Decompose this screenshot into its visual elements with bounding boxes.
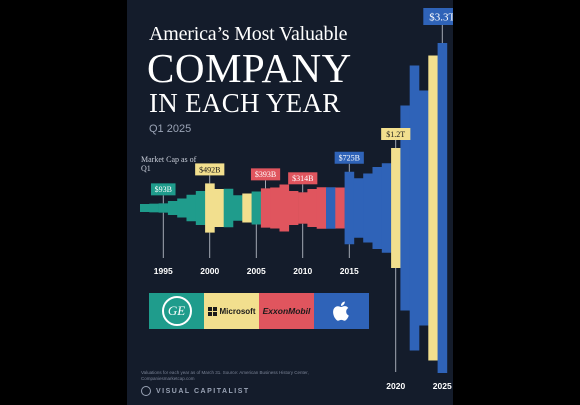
bar-2011 xyxy=(307,189,317,227)
bar-1998 xyxy=(186,194,197,222)
bar-2017 xyxy=(363,173,373,243)
bar-2010 xyxy=(298,192,308,224)
bar-2007 xyxy=(270,187,280,229)
bar-2023 xyxy=(419,90,429,326)
footnote: Valuations for each year as of March 31.… xyxy=(141,370,309,381)
bar-2000 xyxy=(205,183,215,233)
bar-2006 xyxy=(260,188,271,228)
x-tick-label-2010: 2010 xyxy=(293,266,312,276)
value-label-2010: $314B xyxy=(292,174,313,183)
value-label-2020: $1.2T xyxy=(386,130,405,139)
bar-2001 xyxy=(214,189,224,227)
bar-2019 xyxy=(381,163,392,253)
ge-logo-icon: GE xyxy=(161,296,192,326)
brand: VISUAL CAPITALIST xyxy=(141,386,250,396)
microsoft-logo-box: Microsoft xyxy=(204,293,259,329)
bar-2004 xyxy=(242,193,252,223)
infographic-panel: America’s Most Valuable COMPANY IN EACH … xyxy=(127,0,453,405)
bar-1993 xyxy=(140,204,150,212)
bar-2003 xyxy=(233,195,243,221)
microsoft-grid-icon xyxy=(207,306,217,316)
x-tick-label-1995: 1995 xyxy=(154,266,173,276)
microsoft-logo-text: Microsoft xyxy=(219,306,256,316)
ge-logo-box: GE xyxy=(149,293,204,329)
x-tick-label-2000: 2000 xyxy=(200,266,219,276)
bar-2018 xyxy=(372,167,383,249)
bar-1995 xyxy=(158,203,169,213)
value-label-box-2010 xyxy=(288,172,318,185)
bar-2024 xyxy=(428,55,438,361)
bar-2025 xyxy=(437,43,448,373)
bar-2008 xyxy=(279,184,290,232)
value-label-2025: $3.3T xyxy=(429,11,453,23)
subtitle: Q1 2025 xyxy=(149,123,192,135)
bar-1996 xyxy=(167,201,178,215)
market-cap-label: Market Cap as of Q1 xyxy=(141,155,197,173)
apple-icon xyxy=(332,301,349,321)
value-label-2000: $492B xyxy=(199,165,220,174)
value-label-box-2025 xyxy=(423,8,453,25)
value-label-box-2000 xyxy=(195,163,225,176)
bar-2013 xyxy=(326,187,336,229)
title-line-1: America’s Most Valuable xyxy=(149,23,348,45)
bar-2012 xyxy=(316,187,327,229)
value-label-box-2020 xyxy=(381,128,411,140)
x-tick-label-2005: 2005 xyxy=(247,266,266,276)
bar-1997 xyxy=(177,198,187,218)
bar-1999 xyxy=(195,191,206,225)
bar-1994 xyxy=(149,203,159,213)
title-line-2: COMPANY xyxy=(147,45,352,91)
exxonmobil-logo-box: ExxonMobil xyxy=(259,293,314,329)
bar-2009 xyxy=(288,191,299,225)
bar-2005 xyxy=(251,191,262,225)
value-label-2015: $725B xyxy=(339,154,360,163)
value-label-box-2015 xyxy=(334,151,364,164)
chart: $93B $492B $393B $314B $725B $1.2T $3.3T 1995 20… xyxy=(140,8,453,391)
value-label-box-1995 xyxy=(150,183,176,196)
bar-2022 xyxy=(409,65,420,351)
bar-2021 xyxy=(400,105,410,311)
brand-text: VISUAL CAPITALIST xyxy=(156,387,250,395)
apple-logo-box xyxy=(314,293,369,329)
value-label-1995: $93B xyxy=(155,185,172,194)
x-tick-label-2015: 2015 xyxy=(340,266,359,276)
exxonmobil-logo-text: ExxonMobil xyxy=(262,306,311,316)
bar-2016 xyxy=(353,178,364,238)
value-label-2006: $393B xyxy=(255,170,276,179)
bar-2014 xyxy=(335,187,345,229)
title-line-3: IN EACH YEAR xyxy=(149,88,341,118)
value-label-box-2006 xyxy=(250,168,281,181)
bar-2020 xyxy=(391,148,401,268)
x-tick-label-2020: 2020 xyxy=(386,381,405,391)
visual-capitalist-logo-icon xyxy=(141,386,151,396)
bar-2002 xyxy=(223,188,234,228)
bar-2015 xyxy=(344,171,355,245)
x-tick-label-2025: 2025 xyxy=(433,381,452,391)
